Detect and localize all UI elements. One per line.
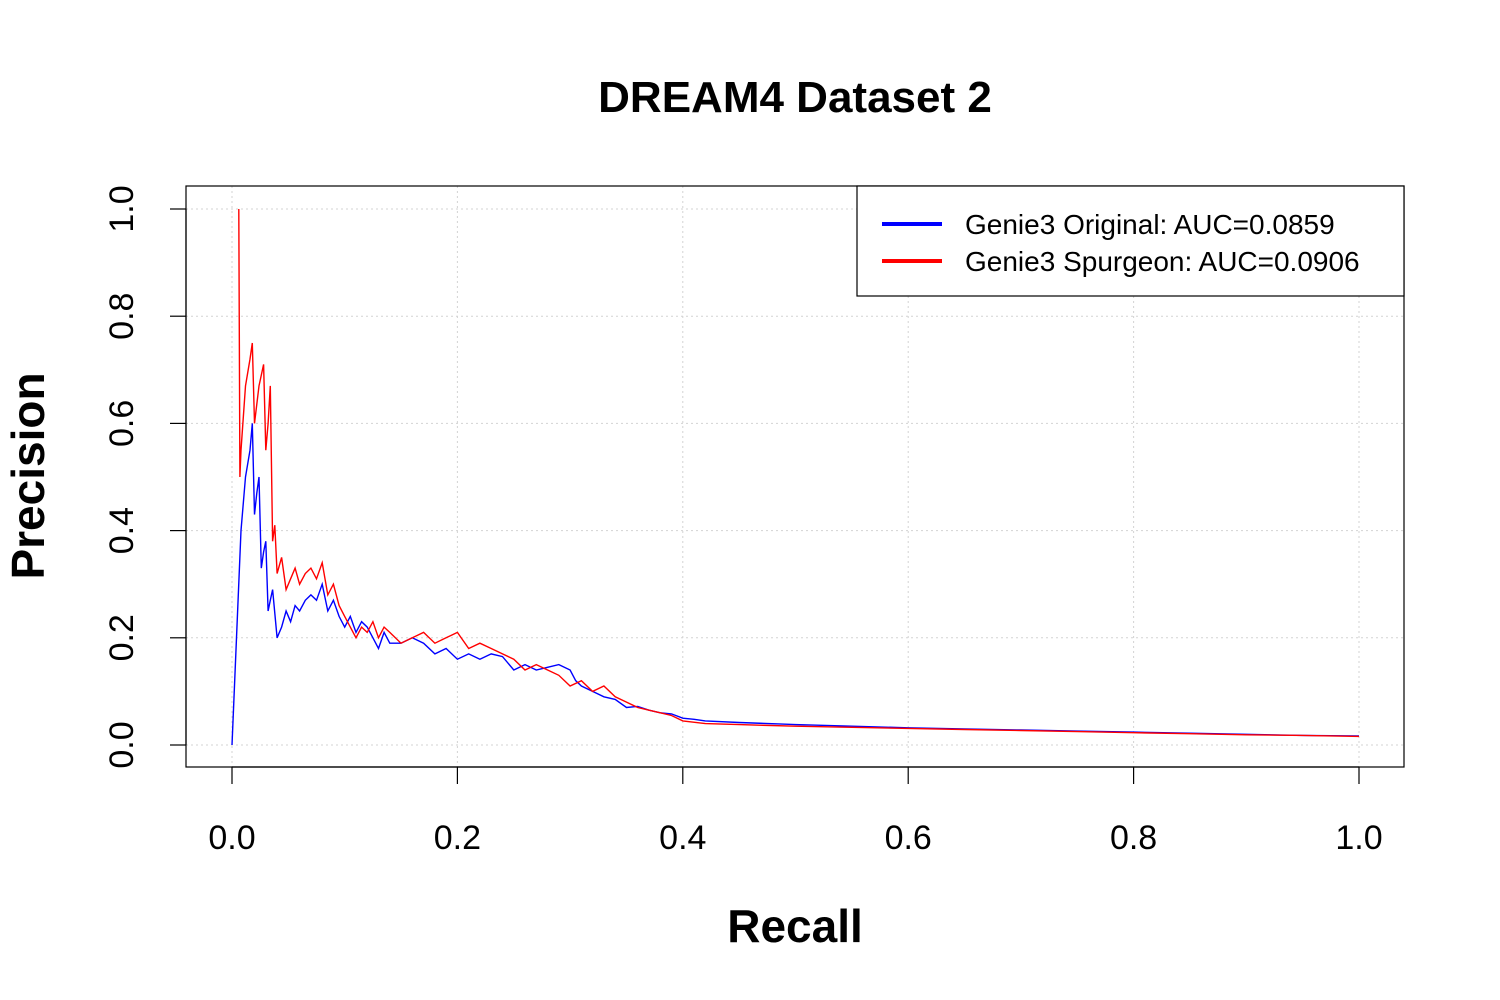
legend: Genie3 Original: AUC=0.0859 Genie3 Spurg… <box>856 185 1405 297</box>
legend-label-original: Genie3 Original: AUC=0.0859 <box>965 209 1335 240</box>
x-tick-label-1: 0.2 <box>434 819 481 857</box>
series-line-1 <box>238 208 1360 738</box>
x-tick-label-0: 0.0 <box>208 819 255 857</box>
y-tick-label-3: 0.6 <box>103 400 141 447</box>
y-tick-label-2: 0.4 <box>103 507 141 554</box>
x-axis: 0.0 0.2 0.4 0.6 0.8 1.0 <box>208 766 1383 857</box>
legend-box <box>856 185 1405 297</box>
y-axis: 0.0 0.2 0.4 0.6 0.8 1.0 <box>103 185 187 769</box>
series-layer <box>231 208 1360 746</box>
legend-label-spurgeon: Genie3 Spurgeon: AUC=0.0906 <box>965 246 1360 277</box>
x-tick-label-3: 0.6 <box>885 819 932 857</box>
x-tick-label-5: 1.0 <box>1335 819 1382 857</box>
y-tick-label-4: 0.8 <box>103 293 141 340</box>
y-tick-label-1: 0.2 <box>103 614 141 661</box>
y-tick-label-5: 1.0 <box>103 185 141 232</box>
y-axis-label: Precision <box>2 372 54 579</box>
chart-title: DREAM4 Dataset 2 <box>598 73 992 122</box>
x-axis-label: Recall <box>727 900 863 952</box>
series-line-0 <box>231 423 1360 746</box>
x-tick-label-4: 0.8 <box>1110 819 1157 857</box>
x-tick-label-2: 0.4 <box>659 819 706 857</box>
y-tick-label-0: 0.0 <box>103 721 141 768</box>
